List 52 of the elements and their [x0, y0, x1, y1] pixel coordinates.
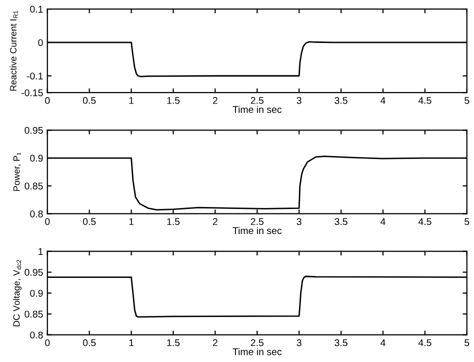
x-tick-label: 4	[380, 339, 386, 346]
x-tick-label: 1.5	[167, 218, 180, 226]
x-tick-label: 4	[380, 97, 386, 104]
y-tick-label: -0.1	[26, 72, 43, 80]
x-tick-label: 3.5	[334, 218, 348, 226]
x-tick-label: 2.5	[250, 218, 264, 226]
y-tick-label: 0.9	[30, 154, 43, 162]
x-tick-label: 2	[212, 218, 218, 225]
x-tick-label: 1	[129, 218, 134, 225]
x-tick-label: 0.5	[82, 218, 96, 226]
y-tick-label: 0.1	[30, 6, 43, 13]
x-tick-label: 3	[296, 218, 302, 226]
x-tick-label: 2.5	[250, 97, 264, 104]
x-tick-label: 0	[45, 218, 50, 226]
y-tick-label: 0	[38, 39, 43, 46]
x-tick-label: 4.5	[418, 218, 432, 226]
y-tick-label: 0.95	[24, 268, 43, 276]
x-tick-label: 2	[212, 339, 218, 346]
x-tick-label: 3	[296, 339, 302, 346]
x-tick-label: 2.5	[250, 339, 264, 346]
x-tick-label: 0.5	[82, 97, 96, 104]
y-tick-label: 1	[38, 248, 43, 255]
y-tick-label: 0.95	[24, 126, 43, 134]
x-tick-label: 1.5	[167, 97, 180, 104]
x-tick-label: 2	[212, 97, 218, 104]
x-tick-label: 4	[380, 218, 386, 225]
y-tick-label: 0.9	[30, 290, 43, 297]
x-tick-label: 3	[296, 97, 302, 104]
x-axis-title: Time in sec	[232, 106, 282, 113]
y-tick-label: 0.85	[24, 182, 43, 190]
y-tick-label: 0.8	[30, 210, 43, 218]
y-tick-label: -0.15	[22, 89, 43, 96]
x-tick-label: 4.5	[418, 339, 432, 346]
x-axis-title: Time in sec	[232, 348, 282, 356]
y-axis-title: Power, P₁	[13, 152, 21, 191]
x-tick-label: 5	[464, 97, 470, 104]
y-tick-label: 0.85	[24, 310, 43, 318]
y-axis-title: Reactive Current I$_{R1}$	[10, 10, 18, 91]
x-tick-label: 5	[464, 218, 470, 226]
x-tick-label: 3.5	[334, 339, 348, 346]
x-tick-label: 1.5	[167, 339, 180, 346]
x-tick-label: 0.5	[82, 339, 96, 346]
x-tick-label: 1	[129, 339, 134, 346]
x-tick-label: 5	[464, 339, 470, 346]
x-tick-label: 0	[45, 339, 50, 346]
x-tick-label: 3.5	[334, 97, 348, 104]
x-axis-title: Time in sec	[232, 226, 282, 234]
x-tick-label: 0	[45, 97, 50, 104]
y-tick-label: 0.8	[30, 332, 43, 338]
x-tick-label: 4.5	[418, 97, 432, 104]
y-axis-title: DC Voltage, V$_{dc2}$	[13, 260, 22, 326]
x-tick-label: 1	[129, 97, 134, 104]
